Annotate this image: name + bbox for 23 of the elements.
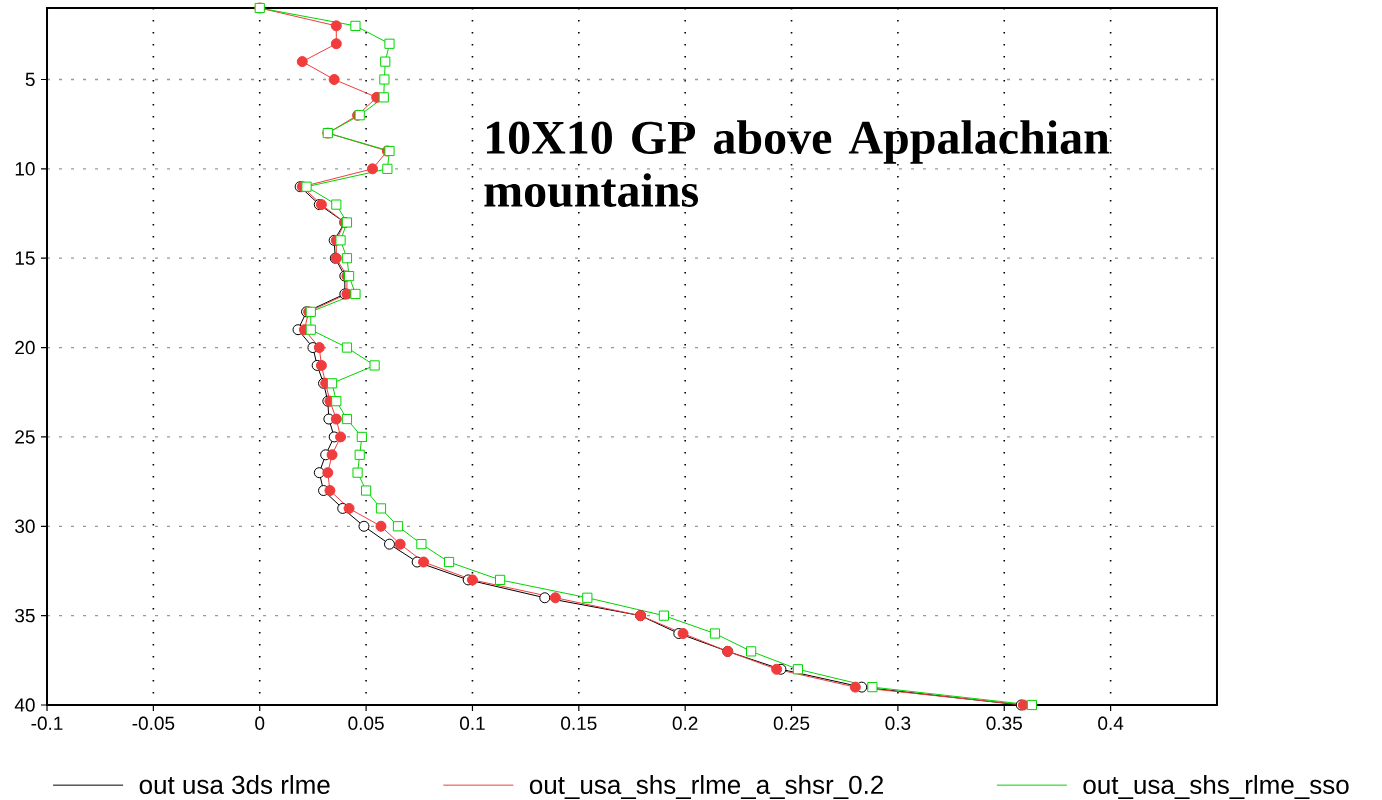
legend-label: out usa 3ds rlme [139, 774, 330, 795]
x-tick-label: 0.25 [773, 716, 810, 730]
x-tick-label: -0.05 [132, 716, 175, 730]
x-tick-label: 0.2 [672, 716, 698, 730]
legend-label: out_usa_shs_rlme_sso [1083, 774, 1349, 799]
x-tick-label: 0.05 [348, 716, 384, 730]
x-tick-label: 0.1 [459, 716, 485, 730]
y-tick-label: 25 [15, 430, 35, 444]
text: 10X10 GP above Appalachian mountains [484, 120, 1110, 208]
y-tick-label: 40 [14, 698, 35, 712]
y-tick-label: 5 [25, 72, 35, 87]
legend-label: out_usa_shs_rlme_a_shsr_0.2 [529, 774, 884, 799]
y-tick-label: 20 [15, 340, 35, 355]
x-tick-label: 0.4 [1098, 716, 1124, 730]
y-tick-label: 30 [15, 519, 35, 534]
x-tick-label: 0 [255, 716, 265, 730]
x-tick-label: 0.15 [561, 716, 597, 730]
x-tick-label: -0.1 [31, 716, 63, 730]
x-tick-label: 0.3 [885, 716, 911, 730]
y-tick-label: 15 [15, 251, 35, 265]
y-tick-label: 35 [15, 608, 35, 623]
x-tick-label: 0.35 [986, 716, 1022, 730]
y-tick-label: 10 [15, 162, 35, 176]
